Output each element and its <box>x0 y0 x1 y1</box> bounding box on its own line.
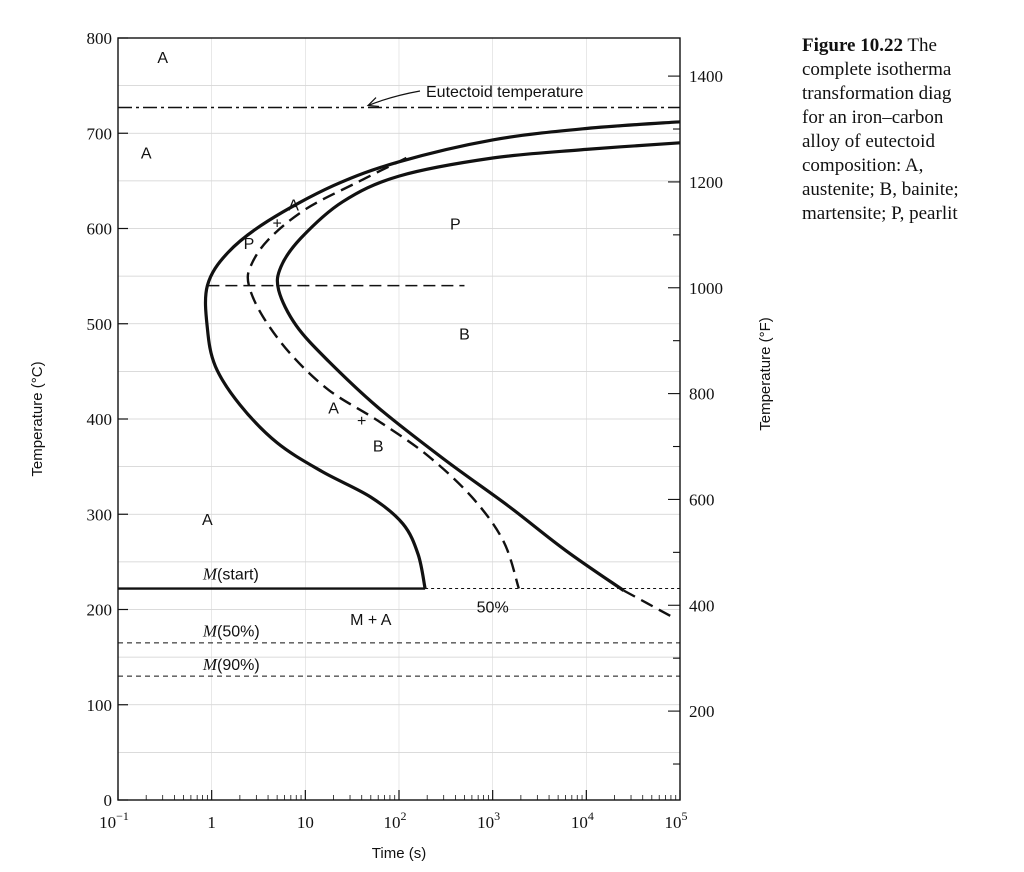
x-tick-label: 1 <box>207 813 216 832</box>
y-tick-label: 500 <box>87 315 113 334</box>
region-label: B <box>373 439 384 456</box>
region-labels: A A A A P P B A B M + A 50% + + M(start) M(50%) M(90%) <box>141 50 509 674</box>
finish-curve <box>275 141 681 592</box>
caption-line: The <box>907 35 937 56</box>
x-tick-label: 105 <box>665 809 688 832</box>
grid-lines <box>118 38 680 800</box>
x-tick-label: 104 <box>571 809 594 832</box>
region-label: M + A <box>350 612 392 629</box>
x-tick-exponent: 3 <box>494 809 500 823</box>
region-label: A <box>328 401 339 418</box>
martensite-label: M(50%) <box>202 621 260 640</box>
eutectoid-arrow <box>367 90 421 107</box>
caption-line: martensite; P, pearlit <box>802 203 958 224</box>
finish-curve-extension <box>623 589 672 618</box>
axis-ticks: 0 100 200 300 400 500 600 700 800 200 400 600 800 100… <box>87 29 724 832</box>
caption-line: alloy of eutectoid <box>802 131 935 152</box>
x-tick-exponent: 2 <box>401 809 407 823</box>
y-tick-label: 600 <box>87 220 113 239</box>
x-tick-exponent: 4 <box>588 809 594 823</box>
y2-tick-label: 1200 <box>689 173 723 192</box>
y2-tick-label: 400 <box>689 596 715 615</box>
y-tick-label: 100 <box>87 696 113 715</box>
region-label: A <box>157 50 168 67</box>
y-tick-label: 300 <box>87 505 113 524</box>
y2-tick-label: 1000 <box>689 279 723 298</box>
transformation-curves <box>203 120 681 618</box>
x-tick-label: 10 <box>297 813 314 832</box>
region-label: P <box>244 236 255 253</box>
y2-tick-label: 200 <box>689 702 715 721</box>
y2-axis-title: Temperature (°F) <box>757 317 774 431</box>
y2-tick-label: 800 <box>689 385 715 404</box>
eutectoid-label: Eutectoid temperature <box>426 84 584 101</box>
x-tick-label: 102 <box>384 809 407 832</box>
region-label: A <box>141 145 152 162</box>
region-label: A <box>288 198 299 215</box>
caption-line: transformation diag <box>802 83 952 104</box>
isotherm-lines <box>118 106 680 677</box>
figure-caption: Figure 10.22 The complete isotherma tran… <box>802 34 1024 226</box>
martensite-label-suffix: (50%) <box>217 623 260 640</box>
x-tick-exponent: 5 <box>682 809 688 823</box>
figure-label: Figure 10.22 <box>802 35 903 56</box>
boundary-marker: + <box>357 413 366 430</box>
y-tick-label: 200 <box>87 601 113 620</box>
caption-line: complete isotherma <box>802 59 952 80</box>
x-tick-label: 10−1 <box>99 809 129 832</box>
x-tick-label: 103 <box>477 809 500 832</box>
fifty-percent-curve <box>246 156 520 589</box>
region-label: A <box>202 512 213 529</box>
y-axis-title: Temperature (°C) <box>29 361 46 476</box>
start-curve <box>203 120 681 589</box>
region-label: B <box>459 326 470 343</box>
y-tick-label: 0 <box>104 791 113 810</box>
martensite-label-suffix: (start) <box>217 566 259 583</box>
eutectoid-arrowhead <box>366 97 380 108</box>
martensite-label: M(90%) <box>202 655 260 674</box>
caption-line: for an iron–carbon <box>802 107 944 128</box>
x-axis-title: Time (s) <box>372 845 426 862</box>
y-tick-label: 400 <box>87 410 113 429</box>
caption-line: austenite; B, bainite; <box>802 179 959 200</box>
y-tick-label: 800 <box>87 29 113 48</box>
boundary-marker: + <box>272 216 281 233</box>
x-tick-exponent: −1 <box>116 809 129 823</box>
region-label: 50% <box>477 600 509 617</box>
y2-tick-label: 1400 <box>689 67 723 86</box>
region-label: P <box>450 217 461 234</box>
caption-line: composition: A, <box>802 155 924 176</box>
martensite-label: M(start) <box>202 564 259 583</box>
y2-tick-label: 600 <box>689 490 715 509</box>
y-tick-label: 700 <box>87 124 113 143</box>
martensite-label-suffix: (90%) <box>217 657 260 674</box>
